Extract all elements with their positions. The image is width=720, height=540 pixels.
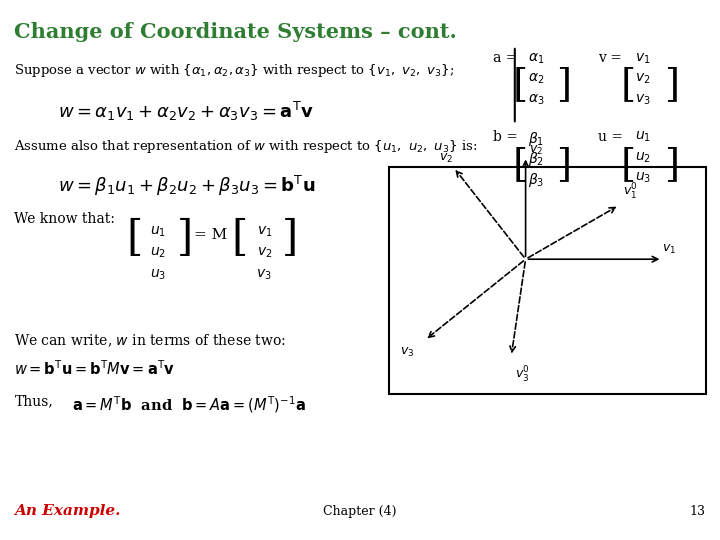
Text: $v_1$: $v_1$	[662, 244, 677, 256]
Text: Assume also that representation of $w$ with respect to $\{u_1,\ u_2,\ u_3\}$ is:: Assume also that representation of $w$ w…	[14, 138, 477, 154]
Text: u =: u =	[598, 130, 623, 144]
Text: 13: 13	[690, 505, 706, 518]
Text: [: [	[232, 217, 248, 259]
Text: $u_3$: $u_3$	[150, 267, 166, 282]
Text: We know that:: We know that:	[14, 212, 115, 226]
Text: $\beta_2$: $\beta_2$	[528, 150, 544, 168]
Text: ]: ]	[176, 217, 193, 259]
Text: $u_2$: $u_2$	[150, 246, 166, 260]
Text: $\alpha_2$: $\alpha_2$	[528, 72, 544, 86]
Text: $v_2$: $v_2$	[635, 72, 651, 86]
Text: a =: a =	[493, 51, 518, 65]
Text: $u_1$: $u_1$	[150, 224, 166, 239]
Text: b =: b =	[493, 130, 518, 144]
Text: Suppose a vector $w$ with $\{\alpha_1, \alpha_2, \alpha_3\}$ with respect to $\{: Suppose a vector $w$ with $\{\alpha_1, \…	[14, 62, 455, 79]
Text: $u_2$: $u_2$	[635, 150, 651, 165]
Text: $v_3$: $v_3$	[400, 346, 414, 359]
Text: $\beta_1$: $\beta_1$	[528, 130, 544, 147]
Text: $u_3$: $u_3$	[635, 171, 651, 185]
Text: $v_2$: $v_2$	[256, 246, 272, 260]
Text: ]: ]	[557, 146, 572, 183]
Text: $v_1$: $v_1$	[256, 224, 272, 239]
Text: $v_3^0$: $v_3^0$	[515, 364, 530, 384]
Text: $w = \mathbf{b}^\mathrm{T}\mathbf{u} = \mathbf{b}^\mathrm{T}M\mathbf{v} = \mathb: $w = \mathbf{b}^\mathrm{T}\mathbf{u} = \…	[14, 359, 176, 378]
Text: We can write, $w$ in terms of these two:: We can write, $w$ in terms of these two:	[14, 332, 287, 348]
Text: $v_1^0$: $v_1^0$	[623, 183, 638, 202]
Text: $w = \beta_1 u_1 + \beta_2 u_2 + \beta_3 u_3 = \mathbf{b}^\mathrm{T}\mathbf{u}$: $w = \beta_1 u_1 + \beta_2 u_2 + \beta_3…	[58, 174, 315, 198]
Text: Chapter (4): Chapter (4)	[323, 505, 397, 518]
Text: $\alpha_3$: $\alpha_3$	[528, 92, 544, 107]
Bar	[389, 167, 706, 394]
Text: Change of Coordinate Systems – cont.: Change of Coordinate Systems – cont.	[14, 22, 457, 42]
Text: ]: ]	[664, 66, 679, 103]
Text: $u_1$: $u_1$	[635, 130, 651, 144]
Text: $\beta_3$: $\beta_3$	[528, 171, 544, 188]
Text: = M: = M	[194, 228, 228, 242]
Text: v =: v =	[598, 51, 621, 65]
Text: $v_2$: $v_2$	[439, 152, 453, 165]
Text: ]: ]	[557, 66, 572, 103]
Text: [: [	[513, 66, 528, 103]
Text: ]: ]	[282, 217, 299, 259]
Text: [: [	[621, 66, 636, 103]
Text: $v_2$: $v_2$	[529, 144, 543, 157]
Text: [: [	[513, 146, 528, 183]
Text: $v_1$: $v_1$	[635, 51, 651, 66]
Text: An Example.: An Example.	[14, 504, 121, 518]
Text: $v_3$: $v_3$	[635, 92, 651, 107]
Text: $v_3$: $v_3$	[256, 267, 272, 282]
Text: Thus,: Thus,	[14, 394, 53, 408]
Text: [: [	[621, 146, 636, 183]
Text: $\alpha_1$: $\alpha_1$	[528, 51, 544, 66]
Text: [: [	[126, 217, 143, 259]
Text: $w = \alpha_1 v_1 + \alpha_2 v_2 + \alpha_3 v_3 = \mathbf{a}^\mathrm{T}\mathbf{v: $w = \alpha_1 v_1 + \alpha_2 v_2 + \alph…	[58, 100, 313, 123]
Text: ]: ]	[664, 146, 679, 183]
Text: $\mathbf{a} = M^\mathrm{T}\mathbf{b}$  and  $\mathbf{b} = A\mathbf{a} = (M^\math: $\mathbf{a} = M^\mathrm{T}\mathbf{b}$ an…	[72, 394, 306, 415]
